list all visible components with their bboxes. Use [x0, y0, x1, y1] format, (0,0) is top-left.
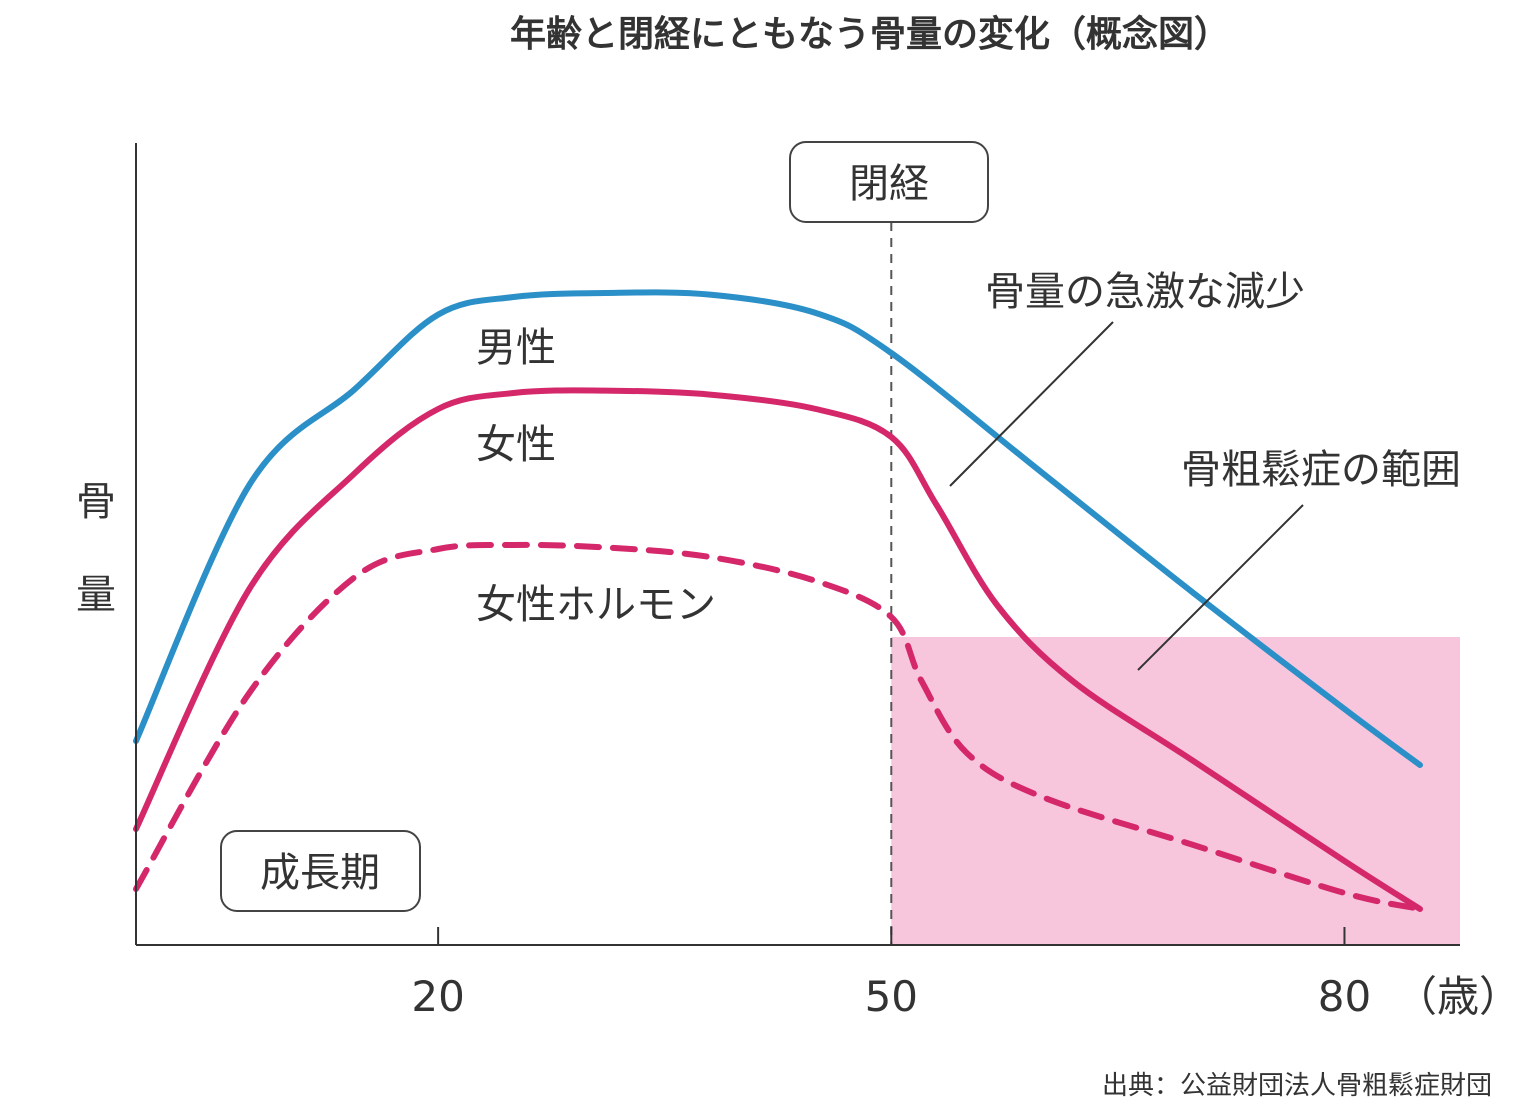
series-label-hormone: 女性ホルモン: [476, 582, 716, 628]
rapid-loss-annotation: 骨量の急激な減少: [985, 269, 1305, 315]
growth-period-box: [220, 830, 421, 912]
series-group: [133, 289, 1423, 912]
series-line-female: [133, 387, 1423, 912]
y-axis-label-char-1: 骨: [76, 479, 116, 525]
chart-title: 年齢と閉経にともなう骨量の変化（概念図）: [510, 13, 1230, 55]
series-line-hormone: [133, 541, 1423, 912]
x-tick-label: 20: [411, 972, 464, 1021]
series-line-male: [133, 289, 1423, 768]
osteoporosis-leader-line: [1137, 504, 1304, 671]
y-axis-label-char-2: 量: [76, 572, 116, 618]
menopause-box: [789, 141, 989, 223]
growth-period-label: 成長期: [260, 850, 380, 896]
x-tick-label: 50: [865, 972, 918, 1021]
x-unit-label: （歳）: [1395, 972, 1520, 1021]
source-note: 出典：公益財団法人骨粗鬆症財団: [1102, 1071, 1492, 1101]
x-tick-label: 80: [1318, 972, 1371, 1021]
osteoporosis-zone: [891, 637, 1460, 945]
rapid-loss-leader-line: [949, 321, 1114, 487]
x-ticks: 20 50 80: [411, 927, 1371, 1021]
osteoporosis-zone-label: 骨粗鬆症の範囲: [1181, 447, 1461, 493]
series-label-female: 女性: [476, 422, 556, 468]
menopause-label: 閉経: [849, 161, 929, 207]
series-label-male: 男性: [476, 325, 556, 371]
